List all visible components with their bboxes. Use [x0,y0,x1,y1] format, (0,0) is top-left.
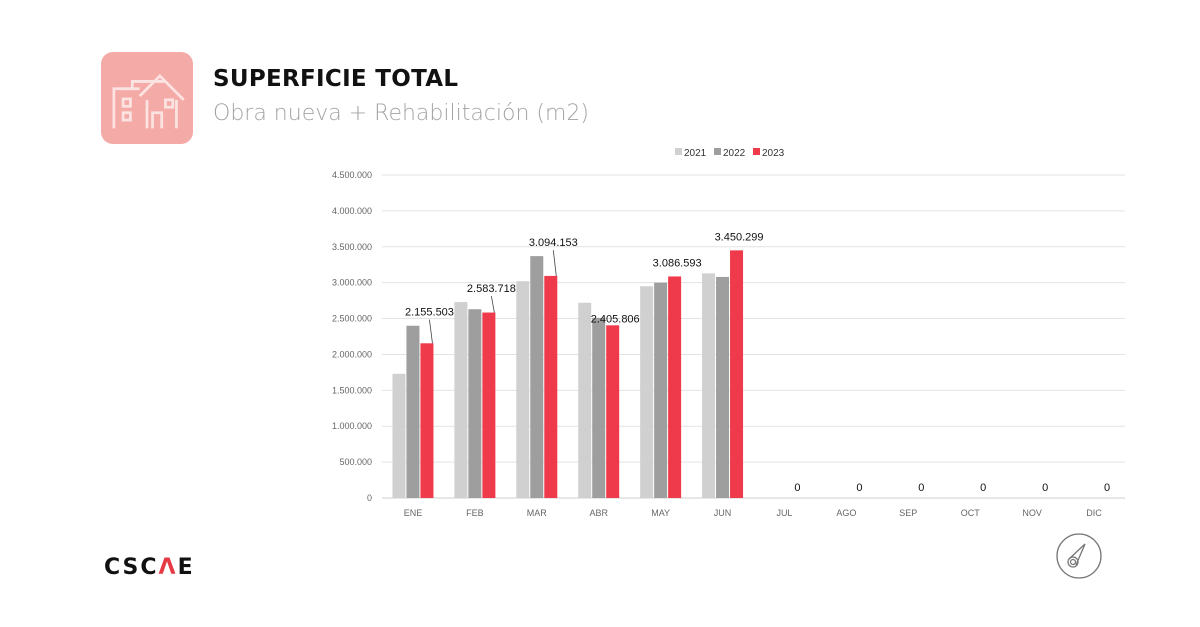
x-tick-label: DIC [1086,508,1102,518]
compass-gauge-icon [1055,532,1103,585]
legend-swatch-2022 [714,148,721,155]
data-label: 0 [794,482,800,494]
bar-2021-jun [702,273,716,498]
bar-2022-mar [530,256,544,498]
y-tick-label: 4.500.000 [332,170,372,180]
page-title: SUPERFICIE TOTAL [213,66,459,92]
y-tick-label: 3.000.000 [332,278,372,288]
label-leader-line [490,295,495,313]
legend-swatch-2021 [675,148,682,155]
y-tick-label: 4.000.000 [332,206,372,216]
data-label: 3.094.153 [529,237,578,249]
label-leader-line [429,319,433,344]
bar-2022-may [654,282,668,498]
x-tick-label: AGO [836,508,856,518]
house-building-icon [101,52,193,144]
y-tick-label: 1.500.000 [332,385,372,395]
bar-2021-may [640,286,654,498]
legend-label-2022: 2022 [723,148,746,159]
bar-2023-jun [730,250,744,498]
y-tick-label: 2.500.000 [332,314,372,324]
bar-2023-mar [544,275,558,498]
bar-2022-feb [468,309,482,498]
y-tick-label: 3.500.000 [332,242,372,252]
y-tick-label: 0 [367,493,372,503]
data-label: 3.086.593 [653,257,702,269]
bar-2023-feb [482,312,496,498]
x-tick-label: NOV [1022,508,1042,518]
bar-2021-ene [392,373,406,498]
x-tick-label: JUL [776,508,792,518]
page-subtitle: Obra nueva + Rehabilitación (m2) [213,101,590,126]
cscae-logo: CSCΛE [104,555,195,580]
data-label: 0 [1104,482,1110,494]
legend-label-2023: 2023 [762,148,785,159]
bar-2022-ene [406,325,420,498]
bar-2023-may [668,276,682,498]
x-tick-label: ABR [589,508,608,518]
x-tick-label: SEP [899,508,917,518]
legend-swatch-2023 [753,148,760,155]
x-tick-label: OCT [961,508,981,518]
data-label: 3.450.299 [715,231,764,243]
data-label: 2.405.806 [591,313,640,325]
data-label: 0 [980,482,986,494]
x-tick-label: ENE [404,508,423,518]
bar-2021-mar [516,281,530,498]
data-label: 0 [918,482,924,494]
bar-2023-ene [420,343,434,498]
bar-2021-feb [454,302,468,498]
bar-2021-abr [578,302,592,498]
data-label: 0 [1042,482,1048,494]
x-tick-label: MAY [651,508,670,518]
y-tick-label: 2.000.000 [332,349,372,359]
x-tick-label: MAR [527,508,548,518]
bar-2022-jun [716,276,730,498]
y-tick-label: 500.000 [339,457,372,467]
legend-label-2021: 2021 [684,148,707,159]
label-leader-line [552,250,557,276]
data-label: 2.583.718 [467,283,516,295]
x-tick-label: FEB [466,508,484,518]
data-label: 2.155.503 [405,307,454,319]
bar-2022-abr [592,317,606,498]
x-tick-label: JUN [714,508,732,518]
bar-2023-abr [606,325,620,498]
data-label: 0 [856,482,862,494]
y-tick-label: 1.000.000 [332,421,372,431]
